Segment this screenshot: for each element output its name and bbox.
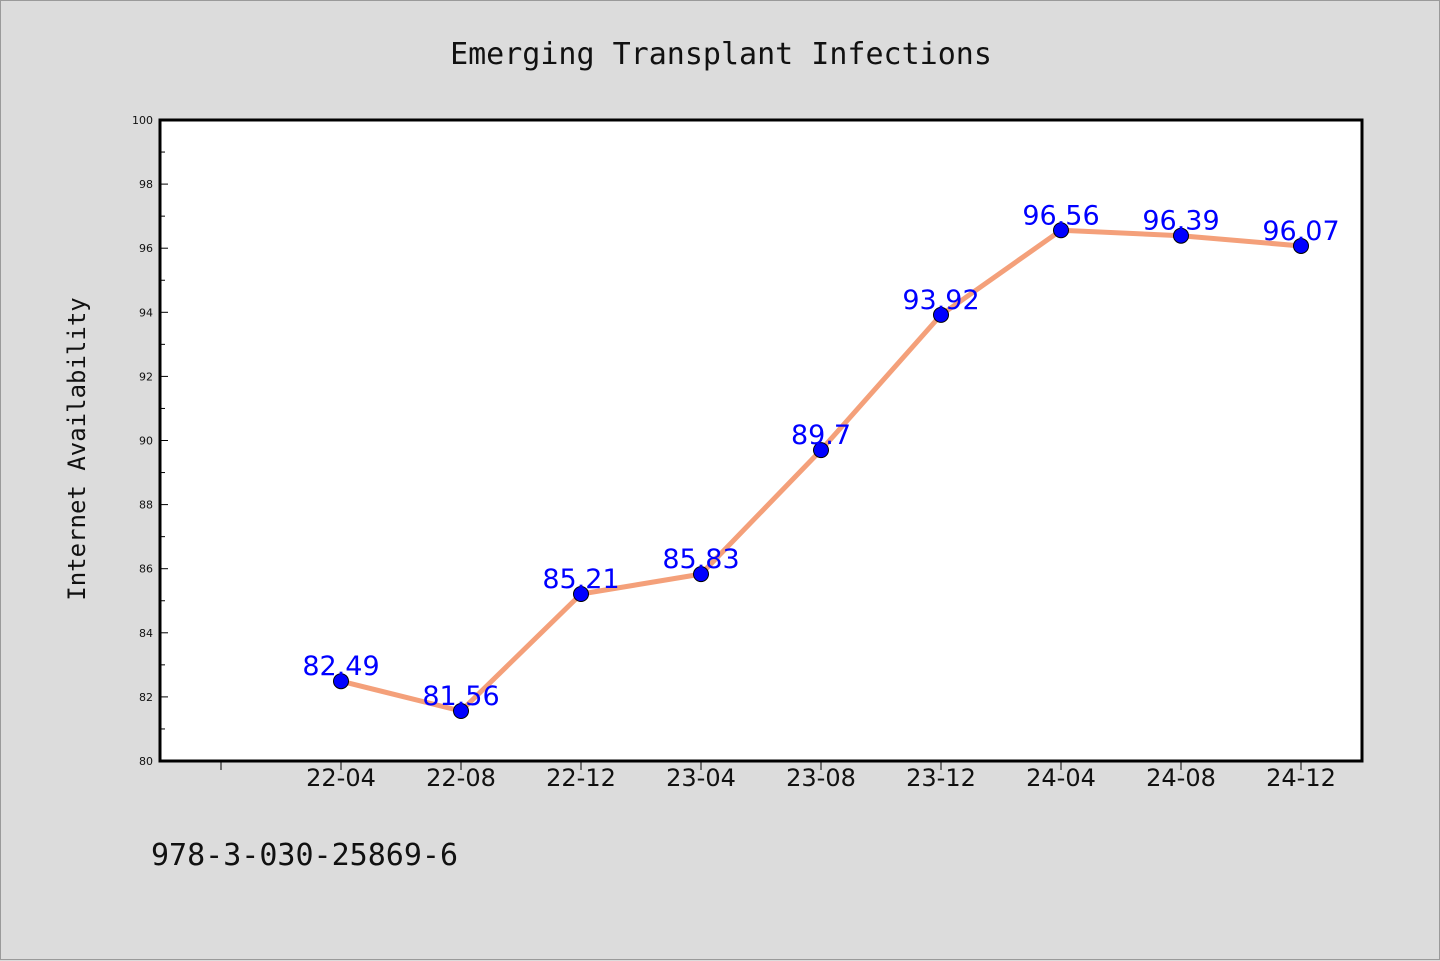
y-tick-label: 96 — [139, 242, 153, 255]
data-point-label: 89.7 — [791, 420, 851, 451]
data-point-marker — [1053, 222, 1069, 239]
y-tick-label: 94 — [139, 306, 153, 319]
x-tick-label: 24-08 — [1146, 764, 1216, 792]
data-point-label: 85.21 — [542, 564, 619, 595]
x-tick-label: 22-08 — [426, 764, 496, 792]
data-point-marker — [813, 442, 829, 459]
data-point-label: 85.83 — [662, 544, 739, 575]
data-point-label: 93.92 — [902, 285, 979, 316]
data-point-marker — [933, 306, 949, 323]
isbn-footer: 978-3-030-25869-6 — [151, 838, 458, 873]
series-line-group: 82.49 81.56 85.21 85.83 89.7 93.92 96.56 96.39 9… — [302, 200, 1340, 720]
plot-frame — [158, 118, 1364, 763]
y-tick-label: 100 — [132, 114, 153, 127]
y-tick-label: 84 — [139, 627, 153, 640]
x-tick-label: 22-04 — [306, 764, 376, 792]
x-tick-label: 23-08 — [786, 764, 856, 792]
y-tick-label: 90 — [139, 435, 153, 448]
y-tick-label: 82 — [139, 691, 153, 704]
data-point-label: 82.49 — [302, 651, 379, 682]
data-point-label: 81.56 — [422, 681, 499, 712]
y-tick-label: 98 — [139, 178, 153, 191]
y-tick-label: 92 — [139, 370, 153, 383]
x-tick-label: 23-12 — [906, 764, 976, 792]
y-axis-label: Internet Availability — [63, 297, 91, 600]
y-axis: 80 82 84 86 88 90 92 94 96 98 100 — [132, 114, 168, 768]
x-tick-label: 24-04 — [1026, 764, 1096, 792]
data-point-label: 96.39 — [1142, 206, 1219, 237]
data-point-marker — [333, 673, 349, 690]
data-point-marker — [453, 703, 469, 720]
data-point-marker — [573, 586, 589, 603]
x-tick-label: 23-04 — [666, 764, 736, 792]
x-tick-label: 22-12 — [546, 764, 616, 792]
x-tick-label: 24-12 — [1266, 764, 1336, 792]
x-axis: 22-04 22-08 22-12 23-04 23-08 23-12 24-04 24-08… — [220, 761, 1336, 792]
data-point-marker — [1293, 237, 1309, 254]
y-tick-label: 88 — [139, 499, 153, 512]
chart-title: Emerging Transplant Infections — [450, 37, 992, 72]
y-tick-label: 80 — [139, 755, 153, 768]
y-tick-label: 86 — [139, 563, 153, 576]
data-point-marker — [1173, 227, 1189, 244]
plot-area — [160, 120, 1362, 761]
data-point-label: 96.07 — [1262, 216, 1339, 247]
data-point-marker — [693, 566, 709, 583]
data-point-label: 96.56 — [1022, 200, 1099, 231]
